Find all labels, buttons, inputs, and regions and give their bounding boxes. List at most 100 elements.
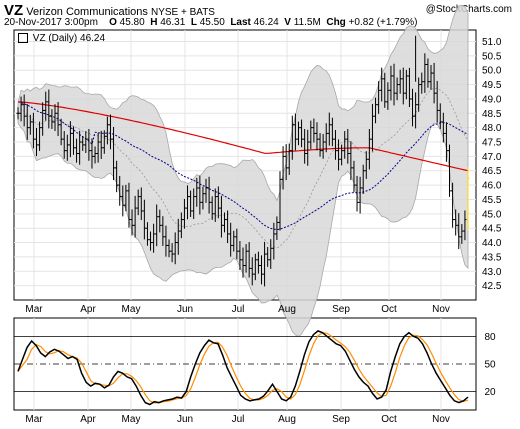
ohlc-bar: [333, 130, 338, 160]
ohlc-bar: [56, 102, 60, 136]
ohlc-bar: [81, 135, 85, 151]
ohlc-bar: [108, 114, 113, 150]
price-y-tick-label: 48.0: [482, 123, 502, 134]
ohlc-bar: [158, 209, 162, 233]
ohlc-bar: [296, 121, 301, 146]
ohlc-bar: [130, 209, 134, 236]
ohlc-bar: [327, 112, 331, 146]
last-value: 46.24: [253, 17, 279, 28]
ohlc-bar: [450, 182, 455, 228]
stoch-x-tick-label: Mar: [25, 414, 43, 425]
ohlc-bar: [454, 209, 458, 236]
ohlc-bar: [318, 133, 322, 157]
price-x-tick-label: Sep: [332, 304, 350, 315]
ohlc-bar: [377, 81, 381, 114]
price-y-tick-label: 44.5: [482, 224, 502, 235]
change-value: +0.82 (+1.79%): [348, 17, 418, 28]
ohlc-bar: [395, 77, 399, 101]
ohlc-bar: [373, 97, 378, 124]
ohlc-bar: [25, 103, 29, 140]
ohlc-bar: [404, 69, 408, 100]
ohlc-bar: [136, 189, 140, 216]
ohlc-bar: [346, 128, 350, 164]
ohlc-bar: [142, 199, 146, 240]
ohlc-bar: [213, 188, 217, 222]
company-name: Verizon Communications: [26, 6, 148, 18]
open-value: 45.80: [119, 17, 145, 28]
price-x-tick-label: Oct: [381, 304, 397, 315]
stoch-x-tick-label: Apr: [80, 414, 96, 425]
ohlc-bar: [37, 121, 42, 151]
quote-line: 20-Nov-2017 3:00pm O 45.80 H 46.31 L 45.…: [4, 17, 418, 28]
stockcharts-watermark: @StockCharts.com: [425, 4, 512, 15]
ohlc-bar: [173, 232, 177, 265]
price-x-tick-label: Jul: [232, 304, 245, 315]
quote-date: 20-Nov-2017 3:00pm: [4, 17, 98, 28]
price-y-tick-label: 49.5: [482, 80, 502, 91]
ohlc-bar: [167, 239, 171, 258]
ohlc-bar: [457, 213, 461, 250]
ohlc-bar: [99, 130, 103, 159]
ohlc-bar: [383, 72, 387, 108]
price-y-tick-label: 50.5: [482, 51, 502, 62]
price-y-tick-label: 46.0: [482, 181, 502, 192]
ohlc-bar: [28, 114, 32, 135]
ohlc-bar: [272, 222, 276, 260]
ohlc-bar: [192, 188, 196, 220]
bollinger-band-area: [17, 4, 469, 337]
ohlc-bar: [22, 94, 26, 127]
ohlc-bar: [247, 242, 251, 278]
change-label: Chg: [326, 17, 346, 28]
ohlc-bar: [111, 126, 116, 181]
stoch-k-line: [17, 330, 469, 406]
open-label: O: [109, 17, 117, 28]
stoch-y-tick-label: 20: [484, 387, 496, 398]
ohlc-bar: [232, 230, 236, 252]
ohlc-bar: [401, 67, 405, 105]
ohlc-bar: [392, 63, 396, 106]
ohlc-bar: [238, 241, 242, 270]
ohlc-bar: [303, 128, 307, 164]
ohlc-bar: [207, 176, 211, 214]
ohlc-bar: [59, 118, 63, 146]
ohlc-bar: [336, 139, 341, 171]
ohlc-bar: [438, 103, 442, 129]
stoch-x-tick-label: Jul: [232, 414, 245, 425]
ohlc-bar: [78, 130, 82, 165]
volume-label: V: [284, 17, 291, 28]
price-y-tick-label: 48.5: [482, 109, 502, 120]
stoch-x-tick-label: May: [122, 414, 141, 425]
ohlc-bar: [90, 138, 94, 169]
ohlc-bar: [53, 104, 57, 132]
ohlc-bar: [435, 80, 439, 123]
ohlc-bar: [460, 223, 464, 244]
ohlc-bar: [287, 143, 291, 175]
ohlc-bar: [256, 251, 261, 274]
stoch-d-line: [17, 332, 469, 404]
ohlc-bar: [68, 121, 72, 158]
ohlc-bar: [189, 190, 193, 217]
ohlc-bar: [426, 58, 430, 88]
ohlc-bar: [16, 107, 20, 120]
ohlc-bar: [389, 65, 393, 101]
ohlc-bar: [293, 113, 297, 151]
ohlc-bar: [84, 131, 88, 153]
last-label: Last: [230, 17, 251, 28]
ohlc-bar: [204, 178, 208, 203]
stoch-x-tick-label: Aug: [278, 414, 296, 425]
ohlc-bar: [139, 187, 143, 221]
stoch-x-tick-label: Nov: [432, 414, 450, 425]
ohlc-bar: [164, 225, 168, 257]
ohlc-bar: [105, 116, 109, 145]
ohlc-bar: [222, 212, 227, 233]
stoch-x-tick-label: Oct: [381, 414, 397, 425]
price-y-tick-label: 45.0: [482, 209, 502, 220]
ohlc-bar: [361, 164, 365, 195]
stoch-x-tick-label: Sep: [332, 414, 350, 425]
stoch-x-tick-label: Jun: [177, 414, 193, 425]
price-y-tick-label: 49.0: [482, 94, 502, 105]
ohlc-bar: [179, 212, 183, 239]
ohlc-bar: [429, 64, 433, 90]
ohlc-bar: [47, 89, 51, 129]
ohlc-bar: [278, 171, 282, 231]
